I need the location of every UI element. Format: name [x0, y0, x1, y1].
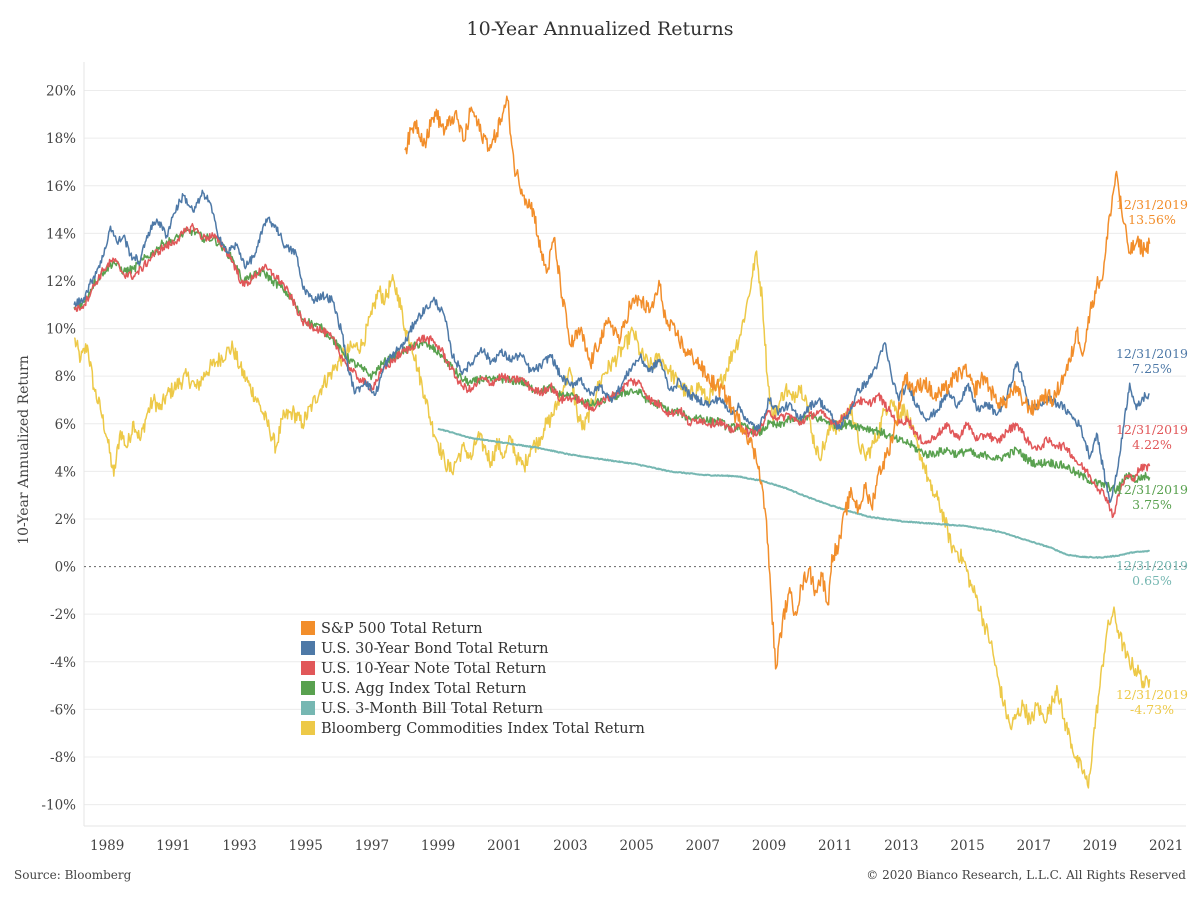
end-label-value: 4.22%	[1132, 437, 1172, 452]
y-tick-label: 20%	[46, 84, 76, 100]
x-tick-label: 2001	[487, 838, 521, 854]
x-tick-label: 2011	[818, 838, 852, 854]
end-label-date: 12/31/2019	[1116, 197, 1188, 212]
legend-label: U.S. 30-Year Bond Total Return	[321, 641, 549, 657]
x-tick-label: 1997	[355, 838, 389, 854]
end-label-value: -4.73%	[1130, 702, 1174, 717]
x-tick-label: 2009	[752, 838, 786, 854]
legend-swatch	[301, 681, 315, 695]
legend: S&P 500 Total Return U.S. 30-Year Bond To…	[301, 621, 645, 737]
x-tick-label: 2003	[553, 838, 587, 854]
y-tick-label: 14%	[46, 226, 76, 242]
y-tick-labels: -10% -8% -6% -4% -2% 0% 2% 4% 6% 8% 10% 12% 14% 16% 18…	[41, 84, 76, 814]
end-label-date: 12/31/2019	[1116, 687, 1188, 702]
y-tick-label: -4%	[50, 655, 76, 671]
end-label-value: 0.65%	[1132, 573, 1172, 588]
grid-lines	[83, 62, 1186, 827]
x-tick-label: 1989	[90, 838, 124, 854]
legend-swatch	[301, 721, 315, 735]
series-lines	[73, 95, 1151, 789]
x-tick-label: 2007	[686, 838, 720, 854]
end-label-date: 12/31/2019	[1116, 422, 1188, 437]
x-tick-labels: 1989 1991 1993 1995 1997 1999 2001 2003 2005 2007…	[90, 838, 1183, 854]
x-tick-label: 2019	[1083, 838, 1117, 854]
y-tick-label: -8%	[50, 750, 76, 766]
x-tick-label: 2021	[1149, 838, 1183, 854]
series-line	[404, 95, 1151, 670]
legend-swatch	[301, 641, 315, 655]
x-tick-label: 2005	[619, 838, 653, 854]
series-line	[437, 427, 1150, 559]
legend-label: U.S. 10-Year Note Total Return	[321, 661, 546, 677]
y-tick-label: -2%	[50, 607, 76, 623]
y-tick-label: 8%	[55, 369, 77, 385]
y-tick-label: 10%	[46, 322, 76, 338]
end-label-value: 7.25%	[1132, 361, 1172, 376]
copyright-note: © 2020 Bianco Research, L.L.C. All Right…	[866, 868, 1186, 882]
y-tick-label: 18%	[46, 131, 76, 147]
legend-label: Bloomberg Commodities Index Total Return	[321, 721, 645, 737]
end-labels: 12/31/201913.56%12/31/20197.25%12/31/201…	[1116, 197, 1188, 717]
y-tick-label: 0%	[55, 560, 77, 576]
series-line	[73, 222, 1151, 519]
x-tick-label: 2013	[884, 838, 918, 854]
legend-swatch	[301, 661, 315, 675]
chart-title: 10-Year Annualized Returns	[466, 18, 734, 40]
legend-label: U.S. Agg Index Total Return	[321, 681, 526, 697]
y-axis-title: 10-Year Annualized Return	[16, 355, 32, 545]
x-tick-label: 1995	[289, 838, 323, 854]
x-tick-label: 2017	[1017, 838, 1051, 854]
series-line	[74, 250, 1151, 789]
legend-swatch	[301, 621, 315, 635]
end-label-date: 12/31/2019	[1116, 482, 1188, 497]
source-note: Source: Bloomberg	[14, 868, 132, 882]
end-label-date: 12/31/2019	[1116, 558, 1188, 573]
end-label-value: 13.56%	[1128, 212, 1176, 227]
x-tick-label: 2015	[950, 838, 984, 854]
x-tick-label: 1991	[156, 838, 190, 854]
legend-label: S&P 500 Total Return	[321, 621, 482, 637]
y-tick-label: 6%	[55, 417, 77, 433]
y-tick-label: 16%	[46, 179, 76, 195]
y-tick-label: -10%	[41, 798, 76, 814]
legend-swatch	[301, 701, 315, 715]
end-label-date: 12/31/2019	[1116, 346, 1188, 361]
x-tick-label: 1999	[421, 838, 455, 854]
series-line	[73, 189, 1150, 504]
y-tick-label: -6%	[50, 702, 76, 718]
y-tick-label: 12%	[46, 274, 76, 290]
y-tick-label: 2%	[55, 512, 77, 528]
legend-label: U.S. 3-Month Bill Total Return	[321, 701, 543, 717]
y-tick-label: 4%	[55, 464, 77, 480]
end-label-value: 3.75%	[1132, 497, 1172, 512]
x-tick-label: 1993	[222, 838, 256, 854]
